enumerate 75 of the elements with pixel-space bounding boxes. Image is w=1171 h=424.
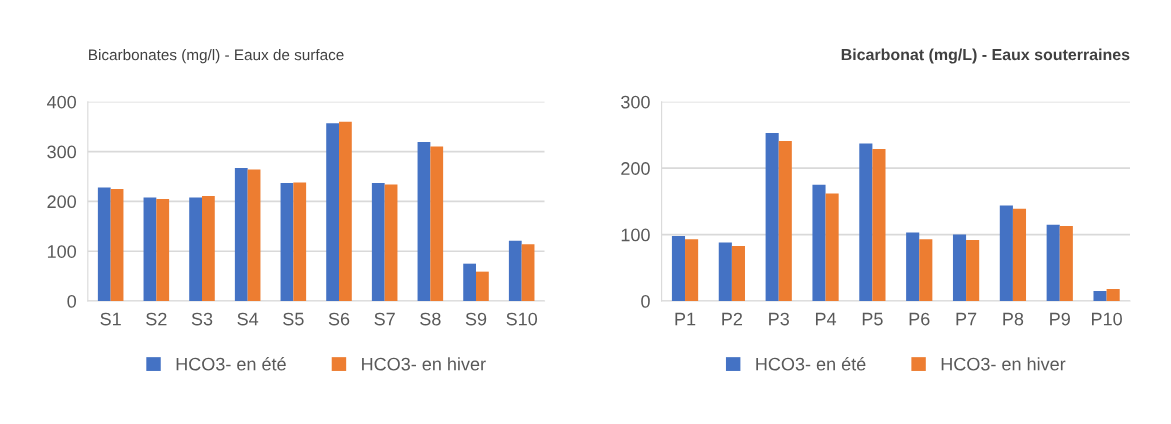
x-tick-label: S3 [191, 312, 213, 326]
bar [156, 198, 170, 302]
bar [859, 143, 873, 302]
x-tick-label: P4 [815, 312, 837, 326]
legend-label: HCO3- en hiver [941, 357, 1066, 371]
bar [189, 197, 202, 302]
bar [906, 232, 920, 302]
x-tick-label: P6 [909, 312, 930, 326]
legend-label: HCO3- en été [756, 357, 866, 371]
y-tick-label: 100 [621, 228, 650, 242]
bar [825, 193, 839, 302]
bar [521, 244, 535, 302]
bar [919, 239, 933, 302]
bar [234, 168, 248, 302]
bar [999, 205, 1013, 302]
x-tick-label: P3 [769, 312, 789, 326]
x-tick-label: P2 [722, 312, 743, 326]
y-tick-label: 0 [641, 294, 650, 308]
y-tick-label: 200 [47, 195, 77, 209]
bar [280, 182, 294, 302]
bar [1046, 224, 1060, 302]
bar [384, 184, 398, 302]
bar [371, 182, 385, 302]
x-tick-label: P7 [956, 312, 977, 326]
bar [476, 271, 489, 302]
bar [110, 188, 124, 302]
bar [1059, 225, 1073, 302]
chart-title: Bicarbonat (mg/L) - Eaux souterraines [841, 48, 1130, 64]
x-tick-label: S7 [374, 312, 395, 326]
x-tick-label: S1 [100, 312, 121, 326]
bar [1093, 291, 1107, 302]
y-tick-label: 400 [47, 95, 77, 109]
bar [872, 148, 886, 302]
x-tick-label: P9 [1050, 312, 1070, 326]
bar [966, 239, 980, 302]
x-tick-label: S5 [283, 312, 304, 326]
x-tick-label: P5 [862, 312, 883, 326]
bar [430, 146, 444, 302]
bar [293, 182, 307, 302]
bar [812, 184, 826, 302]
x-tick-label: S9 [465, 312, 487, 326]
bar [339, 121, 352, 302]
y-tick-label: 300 [621, 95, 650, 109]
bar [731, 245, 745, 302]
bar [1106, 289, 1120, 302]
legend-label: HCO3- en hiver [362, 357, 486, 371]
bar [143, 197, 157, 302]
chart-title: Bicarbonates (mg/l) - Eaux de surface [89, 49, 344, 64]
bar [202, 195, 215, 302]
legend-label: HCO3- en été [176, 357, 286, 371]
bar [326, 123, 339, 302]
bar [247, 169, 261, 302]
x-tick-label: S4 [237, 312, 259, 326]
bar [417, 142, 431, 302]
bar [508, 240, 522, 302]
x-tick-label: S10 [506, 312, 538, 326]
x-tick-label: P1 [675, 312, 696, 326]
bar [671, 235, 686, 302]
x-tick-label: P8 [1003, 312, 1024, 326]
bar [778, 140, 792, 302]
y-tick-label: 0 [67, 294, 77, 308]
bar [463, 263, 477, 302]
bar [97, 187, 111, 302]
x-tick-label: P10 [1092, 312, 1122, 326]
x-tick-label: S6 [328, 312, 350, 326]
y-tick-label: 100 [47, 245, 77, 258]
y-tick-label: 300 [47, 145, 77, 159]
bar [1012, 208, 1027, 302]
x-tick-label: S2 [146, 312, 167, 326]
bar [685, 239, 699, 302]
y-tick-label: 200 [621, 162, 650, 175]
x-tick-label: S8 [420, 312, 441, 326]
bar [718, 242, 732, 302]
bar [952, 234, 967, 302]
bar [765, 132, 779, 302]
